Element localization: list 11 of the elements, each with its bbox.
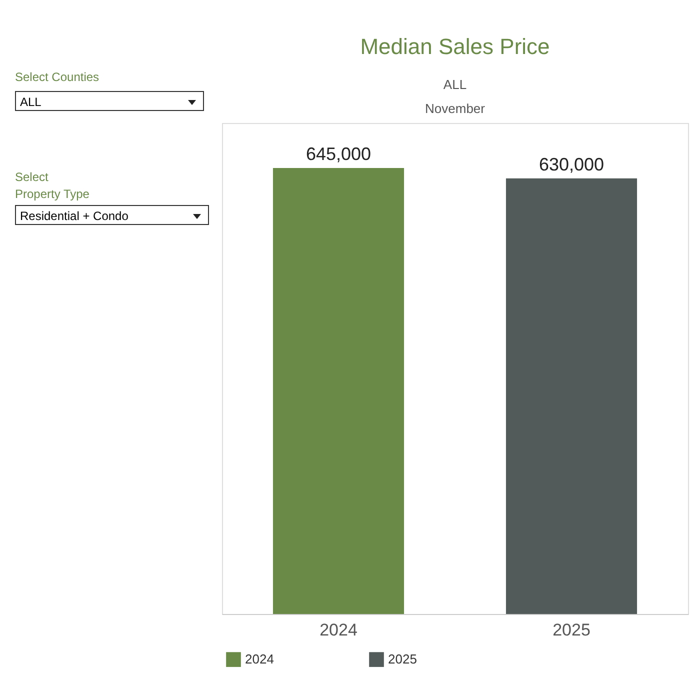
legend-label: 2024 (245, 652, 274, 667)
dropdown: ALL (15, 91, 204, 111)
dropdown: Residential + Condo (15, 205, 209, 225)
text: Select Counties (15, 69, 100, 86)
chart-title: Median Sales Price (360, 34, 550, 59)
data-label: 645,000 (306, 144, 372, 164)
legend-label: 2025 (388, 652, 417, 667)
text: November (424, 101, 486, 116)
data-label: 630,000 (538, 154, 604, 174)
text: ALL (442, 77, 468, 92)
text: Select Property Type (15, 169, 90, 203)
